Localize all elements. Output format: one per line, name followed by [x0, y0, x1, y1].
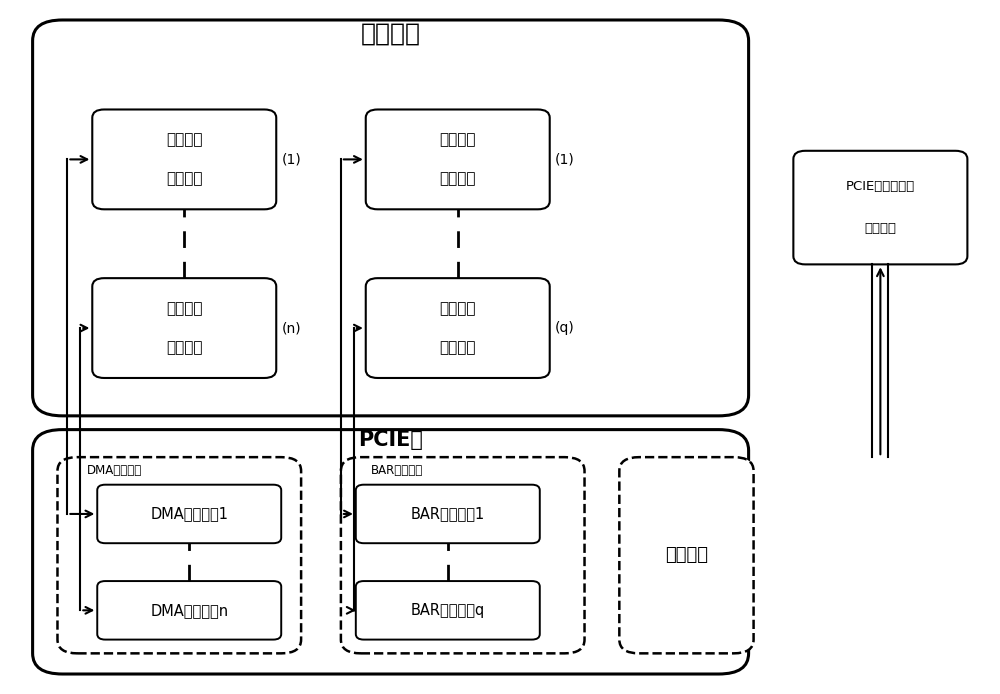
Text: 发送线程: 发送线程 — [166, 133, 203, 148]
Text: DMA高速通道: DMA高速通道 — [87, 464, 143, 477]
Text: BAR低速通道q: BAR低速通道q — [411, 603, 485, 618]
Text: PCIE卡配置空间: PCIE卡配置空间 — [846, 180, 915, 194]
Text: DMA高速通道n: DMA高速通道n — [150, 603, 228, 618]
FancyBboxPatch shape — [366, 278, 550, 378]
Text: 测试主机: 测试主机 — [361, 22, 421, 46]
Text: 接收线程: 接收线程 — [439, 171, 476, 186]
Text: (1): (1) — [555, 153, 575, 167]
Text: (q): (q) — [555, 321, 575, 335]
Text: 发送线程: 发送线程 — [439, 301, 476, 316]
FancyBboxPatch shape — [92, 278, 276, 378]
Text: (n): (n) — [281, 321, 301, 335]
Text: PCIE卡: PCIE卡 — [358, 430, 423, 450]
FancyBboxPatch shape — [341, 457, 585, 653]
FancyBboxPatch shape — [92, 110, 276, 210]
Text: 接收线程: 接收线程 — [166, 340, 203, 355]
Text: (1): (1) — [281, 153, 301, 167]
FancyBboxPatch shape — [33, 430, 749, 674]
Text: 监测线程: 监测线程 — [864, 222, 896, 235]
FancyBboxPatch shape — [33, 20, 749, 416]
Text: 发送线程: 发送线程 — [439, 133, 476, 148]
Text: BAR低速通道: BAR低速通道 — [371, 464, 423, 477]
Text: 配置空间: 配置空间 — [665, 546, 708, 564]
FancyBboxPatch shape — [356, 581, 540, 640]
Text: 接收线程: 接收线程 — [166, 171, 203, 186]
Text: DMA高速通道1: DMA高速通道1 — [150, 507, 228, 521]
FancyBboxPatch shape — [366, 110, 550, 210]
FancyBboxPatch shape — [356, 484, 540, 543]
FancyBboxPatch shape — [793, 151, 967, 264]
Text: 接收线程: 接收线程 — [439, 340, 476, 355]
Text: 发送线程: 发送线程 — [166, 301, 203, 316]
FancyBboxPatch shape — [97, 484, 281, 543]
Text: BAR低速通道1: BAR低速通道1 — [411, 507, 485, 521]
FancyBboxPatch shape — [57, 457, 301, 653]
FancyBboxPatch shape — [97, 581, 281, 640]
FancyBboxPatch shape — [619, 457, 754, 653]
